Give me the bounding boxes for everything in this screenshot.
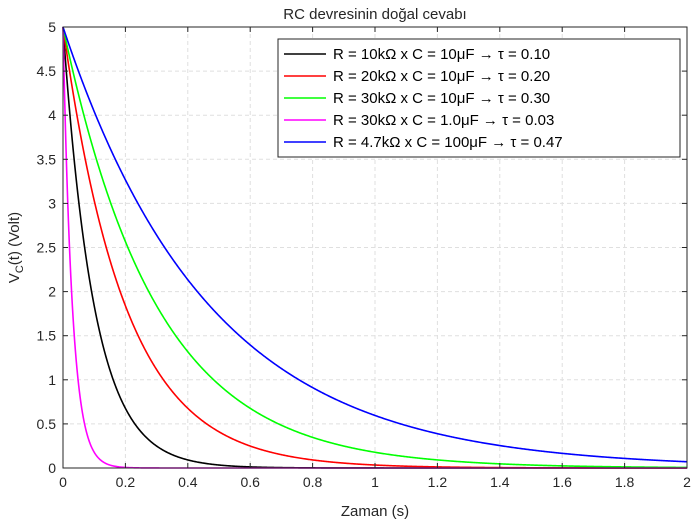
x-tick-label: 0.6 [240,474,260,490]
y-tick-label: 5 [48,19,56,35]
ticks: 0 0.2 0.4 0.6 0.8 1 1.2 1.4 1.6 1.8 2 0 0.5 1 1.5 2 2.5 3… [37,19,692,490]
chart-title: RC devresinin doğal cevabı [283,6,466,23]
y-tick-label: 0 [48,460,56,476]
y-axis-label-subscript: C [14,265,26,273]
y-axis-label: VC(t) (Volt) [6,212,26,283]
y-tick-label: 4 [48,107,56,123]
y-tick-label: 2 [48,284,56,300]
y-axis-label-rest: (t) (Volt) [6,212,23,265]
x-tick-label: 1.4 [490,474,510,490]
x-tick-label: 1.6 [552,474,572,490]
x-tick-label: 1.2 [428,474,448,490]
legend: R = 10kΩ x C = 10μF → τ = 0.10 R = 20kΩ x… [277,38,681,158]
x-tick-label: 0.4 [178,474,198,490]
y-tick-label: 2.5 [37,240,57,256]
x-tick-label: 0.8 [303,474,323,490]
y-tick-label: 3.5 [37,151,57,167]
series-line-5 [62,26,688,463]
legend-label-3: R = 30kΩ x C = 10μF → τ = 0.30 [333,90,550,107]
legend-label-5: R = 4.7kΩ x C = 100μF → τ = 0.47 [333,134,563,151]
y-tick-label: 4.5 [37,63,57,79]
legend-box [277,38,681,158]
legend-label-1: R = 10kΩ x C = 10μF → τ = 0.10 [333,46,550,63]
y-tick-label: 3 [48,195,56,211]
legend-label-2: R = 20kΩ x C = 10μF → τ = 0.20 [333,68,550,85]
legend-label-4: R = 30kΩ x C = 1.0μF → τ = 0.03 [333,112,554,129]
x-tick-label: 0.2 [116,474,136,490]
x-tick-label: 1.8 [615,474,635,490]
y-axis-label-base: V [6,273,23,283]
y-tick-label: 0.5 [37,416,57,432]
series-line-3 [62,26,688,469]
x-axis-label: Zaman (s) [341,503,409,520]
x-tick-label: 1 [371,474,379,490]
x-tick-label: 0 [59,474,67,490]
x-tick-label: 2 [683,474,691,490]
y-tick-label: 1 [48,372,56,388]
y-tick-label: 1.5 [37,328,57,344]
